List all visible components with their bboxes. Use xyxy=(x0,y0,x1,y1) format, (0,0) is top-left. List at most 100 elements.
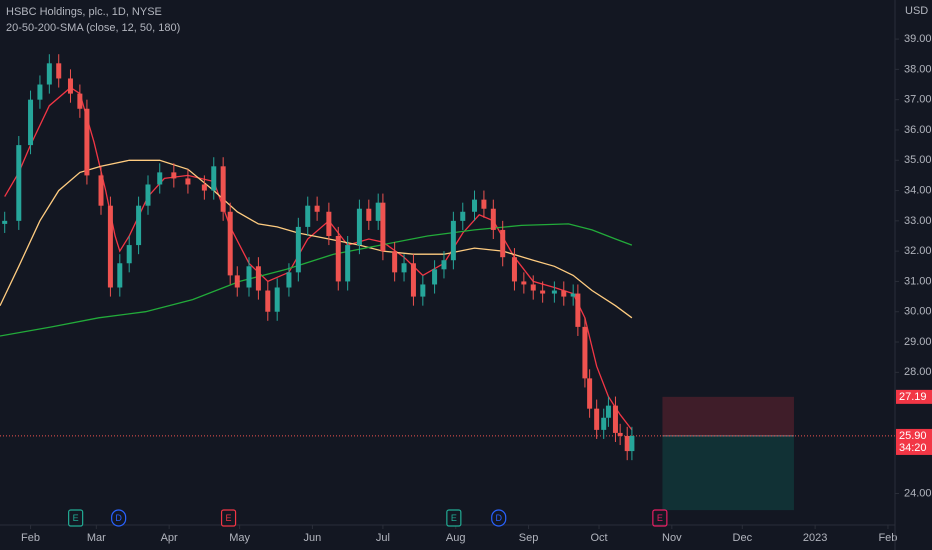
x-tick-label: Mar xyxy=(87,532,106,544)
candle-body xyxy=(582,326,588,379)
candle-body xyxy=(587,378,593,409)
candle-body xyxy=(624,435,630,452)
candle-body xyxy=(530,284,536,291)
y-tick-label: 31.00 xyxy=(904,275,932,287)
candle-body xyxy=(295,226,301,273)
y-tick-label: 34.00 xyxy=(904,184,932,196)
candle-body xyxy=(617,432,623,436)
countdown-label: 34:20 xyxy=(899,442,927,454)
target-zone xyxy=(662,435,794,511)
candle-body xyxy=(126,245,132,264)
candle-body xyxy=(326,211,332,236)
candle-body xyxy=(234,275,240,288)
y-tick-label: 24.00 xyxy=(904,487,932,499)
candle-body xyxy=(481,199,487,209)
event-label: D xyxy=(495,513,502,523)
candle-body xyxy=(575,293,581,327)
y-tick-label: 35.00 xyxy=(904,154,932,166)
candle-body xyxy=(67,78,73,94)
event-label: E xyxy=(657,513,663,523)
candle-body xyxy=(171,172,177,179)
candle-body xyxy=(490,208,496,230)
candle-body xyxy=(265,290,271,312)
x-tick-label: Jun xyxy=(304,532,322,544)
x-tick-label: Feb xyxy=(878,532,897,544)
candle-body xyxy=(305,205,311,227)
y-tick-label: 39.00 xyxy=(904,33,932,45)
candle-body xyxy=(460,211,466,221)
event-marker xyxy=(220,509,237,527)
indicator-label: 20-50-200-SMA (close, 12, 50, 180) xyxy=(6,22,180,34)
candle-body xyxy=(145,184,151,206)
candle-body xyxy=(356,208,362,246)
candle-body xyxy=(605,405,611,418)
candle-body xyxy=(84,108,90,176)
candle-body xyxy=(345,245,351,282)
candle-body xyxy=(2,220,8,224)
y-tick-label: 29.00 xyxy=(904,336,932,348)
candle-body xyxy=(420,284,426,297)
event-marker xyxy=(446,509,462,527)
candle-body xyxy=(594,408,600,430)
event-marker xyxy=(491,509,507,527)
candle-body xyxy=(511,257,517,282)
candle-body xyxy=(201,184,207,191)
candle-body xyxy=(441,260,447,270)
x-tick-label: Aug xyxy=(446,532,466,544)
candle-body xyxy=(500,229,506,258)
y-tick-label: 37.00 xyxy=(904,94,932,106)
candle-body xyxy=(472,199,478,212)
candle-body xyxy=(551,290,557,294)
candle-body xyxy=(117,263,123,288)
candle-body xyxy=(570,293,576,297)
x-tick-label: May xyxy=(229,532,250,544)
y-tick-label: 33.00 xyxy=(904,215,932,227)
y-tick-label: 32.00 xyxy=(904,245,932,257)
candle-body xyxy=(432,269,438,285)
candle-body xyxy=(366,208,372,221)
candle-body xyxy=(28,99,34,146)
candle-body xyxy=(410,263,416,297)
candle-body xyxy=(98,175,104,206)
x-tick-label: Jul xyxy=(376,532,390,544)
candle-body xyxy=(136,205,142,246)
candle-body xyxy=(601,417,607,430)
sma-line xyxy=(0,159,633,319)
x-tick-label: Feb xyxy=(21,532,40,544)
y-tick-label: 38.00 xyxy=(904,63,932,75)
candle-body xyxy=(375,202,381,221)
event-label: D xyxy=(115,513,122,523)
candle-body xyxy=(246,266,252,288)
last-price-tag xyxy=(896,428,932,455)
candle-body xyxy=(77,93,83,109)
candle-body xyxy=(16,145,22,221)
event-label: E xyxy=(226,513,232,523)
candle-body xyxy=(314,205,320,212)
candle-body xyxy=(56,63,62,79)
sma-line xyxy=(4,86,633,431)
y-tick-label: 36.00 xyxy=(904,124,932,136)
sma-line xyxy=(0,223,633,337)
event-label: E xyxy=(73,513,79,523)
event-label: E xyxy=(451,513,457,523)
candle-body xyxy=(227,211,233,276)
x-tick-label: Apr xyxy=(161,532,178,544)
event-marker xyxy=(111,509,127,527)
candle-body xyxy=(380,202,386,252)
candle-body xyxy=(335,235,341,282)
x-tick-label: Sep xyxy=(519,532,539,544)
candle-body xyxy=(450,220,456,261)
candle-body xyxy=(46,63,52,85)
candle-body xyxy=(286,272,292,288)
candle-body xyxy=(211,166,217,191)
x-tick-label: 2023 xyxy=(803,532,827,544)
candle-body xyxy=(521,281,527,285)
candle-body xyxy=(540,290,546,294)
last-price-label: 25.90 xyxy=(899,430,927,442)
y-tick-label: 28.00 xyxy=(904,366,932,378)
chart-title: HSBC Holdings, plc., 1D, NYSE xyxy=(6,6,162,18)
candle-body xyxy=(220,166,226,212)
candle-body xyxy=(392,251,398,273)
